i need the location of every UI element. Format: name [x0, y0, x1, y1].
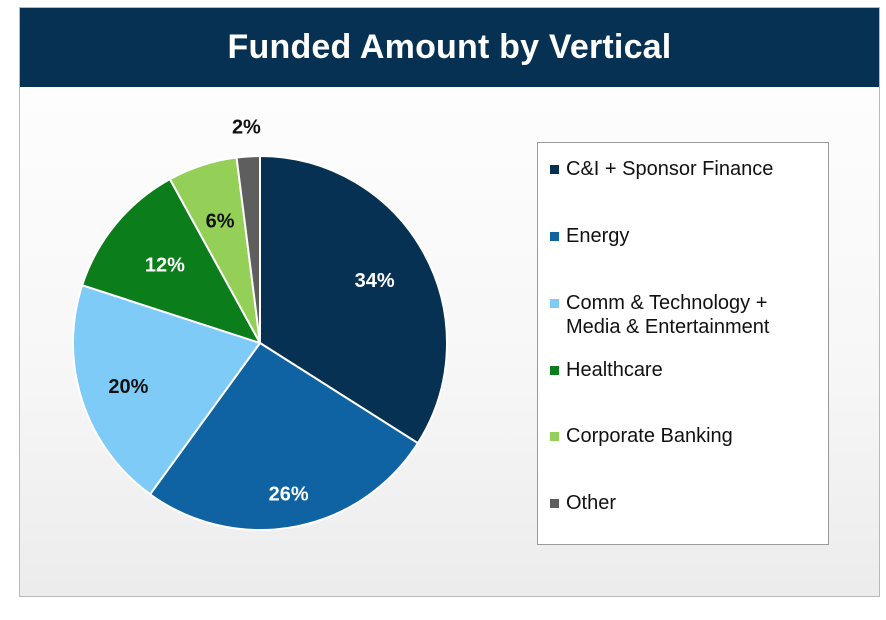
- slice-value-label: 26%: [269, 484, 309, 506]
- slice-value-label: 34%: [355, 270, 395, 292]
- slice-value-label: 6%: [206, 210, 235, 232]
- legend-swatch: [550, 366, 559, 375]
- legend-swatch: [550, 499, 559, 508]
- chart-title: Funded Amount by Vertical: [227, 28, 672, 66]
- legend-label: Comm & Technology + Media & Entertainmen…: [566, 292, 770, 338]
- slice-value-label: 20%: [108, 376, 148, 398]
- pie-slice: [148, 341, 420, 531]
- legend-swatch: [550, 165, 559, 174]
- pie-slice: [72, 283, 262, 496]
- legend-item: Healthcare: [550, 358, 663, 382]
- title-bar: Funded Amount by Vertical: [20, 8, 879, 87]
- legend-item: Comm & Technology + Media & Entertainmen…: [550, 291, 769, 339]
- legend-label: Energy: [566, 225, 630, 247]
- legend-label: Other: [566, 492, 617, 514]
- pie-chart: 34% 26% 20% 12% 6% 2%: [72, 117, 448, 531]
- legend-item: Energy: [550, 224, 629, 248]
- legend-label: C&I + Sponsor Finance: [566, 158, 774, 180]
- legend-swatch: [550, 232, 559, 241]
- pie-slice: [235, 154, 261, 344]
- legend-swatch: [550, 432, 559, 441]
- legend-label: Corporate Banking: [566, 425, 733, 447]
- slice-value-label: 2%: [232, 117, 261, 139]
- slice-value-label: 12%: [145, 254, 185, 276]
- legend-label: Healthcare: [566, 359, 663, 381]
- pie-slice: [259, 154, 448, 445]
- legend-item: Other: [550, 491, 616, 515]
- chart-frame: Funded Amount by Vertical 34% 26% 20% 12% 6%…: [19, 7, 880, 597]
- pie-slice: [80, 177, 263, 345]
- chart-legend: C&I + Sponsor Finance Energy Comm & Tech…: [537, 142, 829, 545]
- legend-item: C&I + Sponsor Finance: [550, 157, 773, 181]
- legend-swatch: [550, 299, 559, 308]
- legend-item: Corporate Banking: [550, 424, 733, 448]
